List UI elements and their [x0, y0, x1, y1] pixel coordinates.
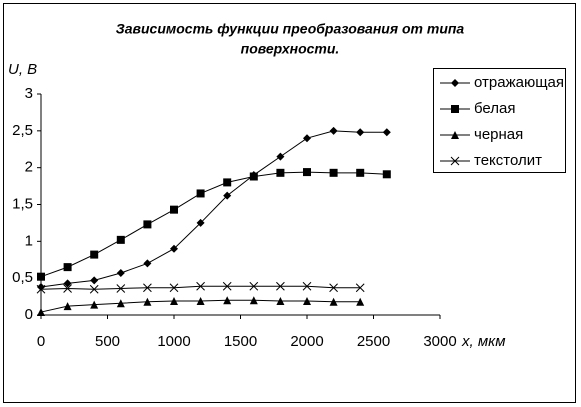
marker [329, 283, 338, 293]
marker [143, 220, 152, 229]
marker [223, 296, 232, 305]
marker [90, 276, 99, 285]
marker [170, 297, 178, 306]
x-tick-label: 1500 [224, 333, 257, 350]
series-line [40, 171, 387, 278]
x-tick-label: 3000 [423, 333, 456, 350]
legend-label: черная [474, 126, 523, 143]
marker [170, 205, 178, 214]
chart-title: поверхности. [241, 41, 340, 57]
marker [249, 172, 258, 181]
marker [116, 284, 126, 293]
marker [355, 283, 365, 293]
marker [63, 284, 72, 293]
marker [196, 189, 205, 198]
marker [116, 269, 125, 278]
marker [303, 134, 311, 143]
marker [450, 156, 460, 166]
y-tick-label: 0 [25, 306, 33, 323]
marker [196, 281, 205, 291]
marker [196, 218, 205, 227]
marker [451, 79, 459, 87]
marker [223, 178, 232, 187]
y-tick-label: 2,5 [12, 122, 33, 139]
y-tick-label: 3 [25, 85, 33, 102]
marker [63, 263, 72, 272]
marker [222, 281, 232, 291]
x-tick-label: 2500 [357, 333, 390, 350]
marker [37, 308, 45, 317]
marker [116, 299, 125, 308]
legend-label: отражающая [474, 74, 564, 91]
x-tick-label: 0 [37, 333, 45, 350]
y-axis-label: U, B [8, 61, 37, 78]
marker [249, 281, 259, 291]
marker [356, 168, 365, 177]
marker [196, 297, 205, 306]
marker [329, 297, 338, 306]
marker [302, 281, 312, 291]
marker [356, 297, 365, 306]
marker [223, 191, 232, 200]
marker [143, 297, 152, 306]
marker [169, 283, 179, 293]
y-tick-label: 0,5 [12, 269, 33, 286]
x-axis-label: x, мкм [461, 333, 505, 350]
series-line [40, 130, 387, 288]
marker [276, 152, 285, 161]
marker [276, 168, 285, 177]
marker [451, 131, 459, 139]
marker [329, 168, 338, 177]
y-tick-label: 1,5 [12, 195, 33, 212]
marker [276, 281, 285, 291]
x-tick-label: 2000 [290, 333, 323, 350]
marker [303, 168, 311, 177]
marker [249, 296, 258, 305]
marker [63, 302, 72, 311]
marker [63, 279, 72, 288]
x-tick-label: 500 [95, 333, 120, 350]
chart-title: Зависимость функции преобразования от ти… [116, 21, 465, 37]
marker [90, 250, 99, 259]
x-tick-label: 1000 [157, 333, 190, 350]
marker [356, 128, 365, 137]
marker [329, 126, 338, 135]
marker [382, 170, 391, 179]
marker [89, 284, 99, 294]
marker [451, 105, 459, 113]
marker [170, 244, 178, 253]
legend-label: текстолит [474, 152, 542, 169]
marker [116, 235, 125, 244]
marker [143, 259, 152, 268]
y-tick-label: 2 [25, 159, 33, 176]
marker [37, 272, 45, 281]
marker [276, 297, 285, 306]
marker [303, 297, 311, 306]
legend-label: белая [474, 100, 515, 117]
marker [382, 128, 391, 137]
marker [90, 300, 99, 309]
y-tick-label: 1 [25, 232, 33, 249]
marker [143, 283, 152, 293]
marker [36, 284, 46, 294]
